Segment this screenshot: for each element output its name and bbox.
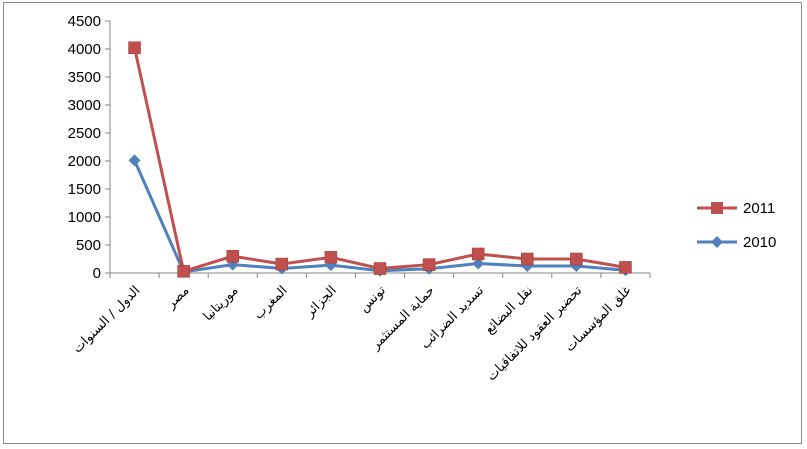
data-point <box>128 41 141 55</box>
data-point <box>619 261 632 274</box>
y-tick-label: 500 <box>76 237 101 254</box>
legend: 2011 2010 <box>697 200 776 251</box>
data-point <box>128 154 141 167</box>
x-tick-label: الجزائر <box>302 283 340 321</box>
y-tick-label: 3500 <box>68 69 101 86</box>
axes: 0 500 1000 1500 2000 2500 3000 3500 4000 4500 الدو… <box>68 13 651 384</box>
data-point <box>521 252 534 266</box>
series-line-2010 <box>133 159 626 274</box>
data-point <box>373 262 387 275</box>
data-point <box>177 265 190 278</box>
legend-label: 2011 <box>743 200 775 217</box>
legend-label: 2010 <box>743 234 776 251</box>
chart-area <box>3 2 802 444</box>
data-point <box>570 252 583 266</box>
y-tick-label: 4500 <box>68 13 101 30</box>
x-tick-label: تحضير العقود للاتفاقيات <box>484 283 585 384</box>
x-tick-label: المغرب <box>251 283 290 322</box>
y-tick-label: 3000 <box>68 97 101 114</box>
y-tick-label: 1500 <box>68 181 101 198</box>
y-tick-label: 2500 <box>68 125 101 142</box>
series-layer <box>128 41 632 278</box>
data-point <box>226 249 239 263</box>
legend-marker <box>711 202 723 214</box>
y-tick-label: 0 <box>93 265 101 282</box>
data-point <box>324 251 338 264</box>
legend-marker <box>711 236 723 248</box>
data-point <box>422 258 436 271</box>
y-tick-label: 1000 <box>68 209 101 226</box>
data-point <box>275 257 289 271</box>
y-tick-label: 2000 <box>68 153 101 170</box>
data-point <box>471 247 485 261</box>
series-line-2011 <box>133 47 626 273</box>
x-tick-label: موريتانيا <box>201 283 242 324</box>
x-tick-label: مصر <box>163 283 192 312</box>
x-tick-label: تونس <box>357 283 389 315</box>
data-point <box>472 257 485 270</box>
y-tick-label: 4000 <box>68 41 101 58</box>
x-tick-label: الدول / السنوات <box>70 283 143 356</box>
